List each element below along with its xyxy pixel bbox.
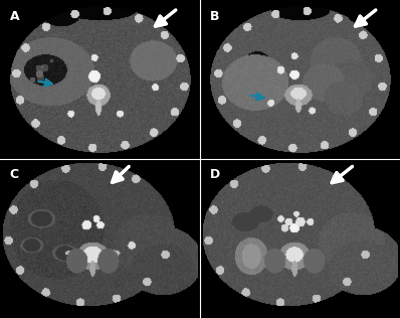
Text: C: C bbox=[10, 168, 19, 181]
Text: A: A bbox=[10, 10, 20, 23]
Text: D: D bbox=[210, 168, 220, 181]
Text: B: B bbox=[210, 10, 219, 23]
